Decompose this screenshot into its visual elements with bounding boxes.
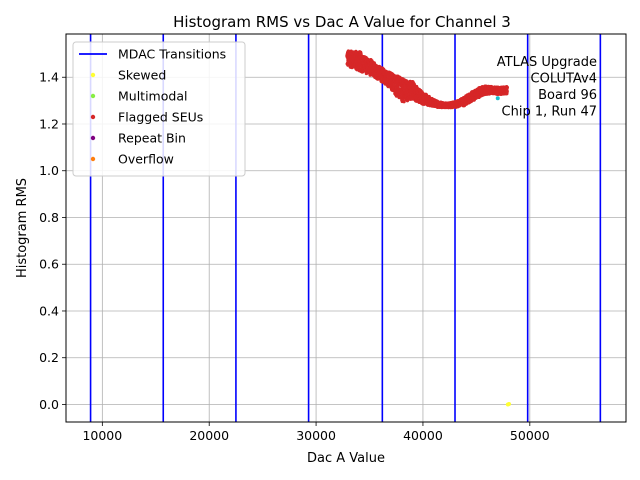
legend-label: Flagged SEUs: [118, 110, 203, 125]
legend-label: Overflow: [118, 152, 174, 167]
skewed-point: [506, 402, 511, 407]
legend-label: Repeat Bin: [118, 131, 186, 146]
annotation-line: Board 96: [538, 88, 597, 103]
x-tick-label: 20000: [189, 428, 229, 443]
y-axis-title: Histogram RMS: [15, 178, 30, 278]
y-tick-label: 0.2: [39, 350, 59, 365]
x-tick-label: 40000: [403, 428, 443, 443]
legend-label: MDAC Transitions: [118, 47, 226, 62]
x-tick-label: 50000: [510, 428, 550, 443]
legend-label: Skewed: [118, 68, 166, 83]
x-tick-label: 10000: [82, 428, 122, 443]
y-tick-label: 1.4: [39, 70, 59, 85]
legend-label: Multimodal: [118, 89, 187, 104]
legend-box: [72, 41, 246, 177]
x-axis-title: Dac A Value: [307, 451, 385, 466]
legend-marker-swatch: [90, 114, 96, 120]
data-point: [495, 96, 500, 101]
legend-marker-swatch: [90, 93, 96, 99]
legend: MDAC Transitions Skewed Multimodal Flagged …: [72, 41, 246, 177]
flagged-seu-point: [359, 52, 363, 56]
annotation-line: Chip 1, Run 47: [502, 105, 597, 120]
y-tick-label: 0.0: [39, 397, 59, 412]
annotation-line: COLUTAv4: [531, 72, 597, 87]
x-tick-label: 30000: [296, 428, 336, 443]
annotation-line: ATLAS Upgrade: [497, 55, 597, 70]
x-axis-ticks: 10000 20000 30000 40000 50000: [82, 422, 550, 443]
legend-marker-swatch: [90, 156, 96, 162]
flagged-seu-point: [402, 99, 406, 104]
flagged-seu-point: [505, 86, 509, 90]
flagged-seu-point: [505, 89, 509, 93]
y-tick-label: 1.2: [39, 116, 59, 131]
y-tick-label: 0.6: [39, 257, 59, 272]
legend-marker-swatch: [90, 72, 96, 78]
y-axis-ticks: 0.0 0.2 0.4 0.6 0.8 1.0 1.2 1.4: [39, 70, 66, 412]
grid: [66, 34, 626, 422]
y-tick-label: 0.8: [39, 210, 59, 225]
data-points: [345, 49, 511, 407]
plot-frame: [65, 33, 627, 423]
chart-title: Histogram RMS vs Dac A Value for Channel…: [173, 13, 511, 31]
y-tick-label: 0.4: [39, 303, 59, 318]
y-tick-label: 1.0: [39, 163, 59, 178]
legend-marker-swatch: [90, 135, 96, 141]
